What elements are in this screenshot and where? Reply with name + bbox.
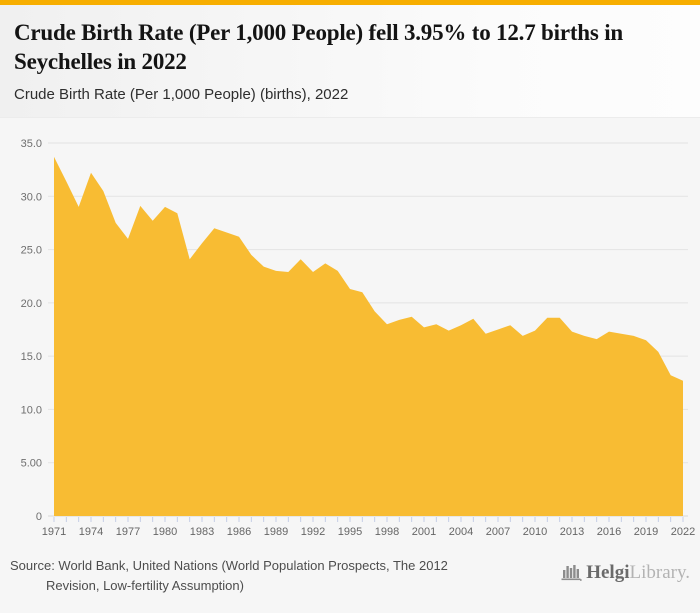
svg-text:2010: 2010 xyxy=(523,526,547,538)
svg-text:15.0: 15.0 xyxy=(21,351,42,363)
svg-text:5.00: 5.00 xyxy=(21,458,42,470)
svg-text:2016: 2016 xyxy=(597,526,621,538)
svg-text:2013: 2013 xyxy=(560,526,584,538)
helgi-library-logo-text: HelgiLibrary. xyxy=(586,563,690,582)
svg-text:1977: 1977 xyxy=(116,526,140,538)
svg-text:1980: 1980 xyxy=(153,526,177,538)
svg-text:2001: 2001 xyxy=(412,526,436,538)
accent-top-bar xyxy=(0,0,700,5)
chart-area: 35.0 30.0 25.0 20.0 15.0 10.0 5.00 0 1971 1974 197… xyxy=(0,118,700,553)
footer: Source: World Bank, United Nations (Worl… xyxy=(10,556,690,596)
svg-text:1983: 1983 xyxy=(190,526,214,538)
page-title: Crude Birth Rate (Per 1,000 People) fell… xyxy=(14,20,623,75)
svg-text:2007: 2007 xyxy=(486,526,510,538)
svg-text:1995: 1995 xyxy=(338,526,362,538)
svg-text:25.0: 25.0 xyxy=(21,244,42,256)
svg-text:10.0: 10.0 xyxy=(21,404,42,416)
svg-text:1989: 1989 xyxy=(264,526,288,538)
svg-text:2022: 2022 xyxy=(671,526,695,538)
source-note: Source: World Bank, United Nations (Worl… xyxy=(10,556,448,596)
helgi-library-logo[interactable]: HelgiLibrary. xyxy=(560,562,690,582)
chart-header: Crude Birth Rate (Per 1,000 People) fell… xyxy=(0,5,700,118)
source-line-1: Source: World Bank, United Nations (Worl… xyxy=(10,558,448,573)
svg-text:1992: 1992 xyxy=(301,526,325,538)
svg-text:30.0: 30.0 xyxy=(21,191,42,203)
logo-text-primary: Helgi xyxy=(586,562,630,583)
svg-text:2019: 2019 xyxy=(634,526,658,538)
chart-subtitle: Crude Birth Rate (Per 1,000 People) (bir… xyxy=(14,85,349,103)
svg-text:20.0: 20.0 xyxy=(21,298,42,310)
source-line-2: Revision, Low-fertility Assumption) xyxy=(46,578,244,594)
svg-text:0: 0 xyxy=(36,511,42,523)
svg-text:1974: 1974 xyxy=(79,526,103,538)
svg-text:1986: 1986 xyxy=(227,526,251,538)
svg-text:2004: 2004 xyxy=(449,526,473,538)
svg-text:35.0: 35.0 xyxy=(21,138,42,150)
logo-text-secondary: Library. xyxy=(629,562,691,583)
helgi-library-logo-icon xyxy=(561,565,582,581)
svg-text:1971: 1971 xyxy=(42,526,66,538)
svg-text:1998: 1998 xyxy=(375,526,399,538)
